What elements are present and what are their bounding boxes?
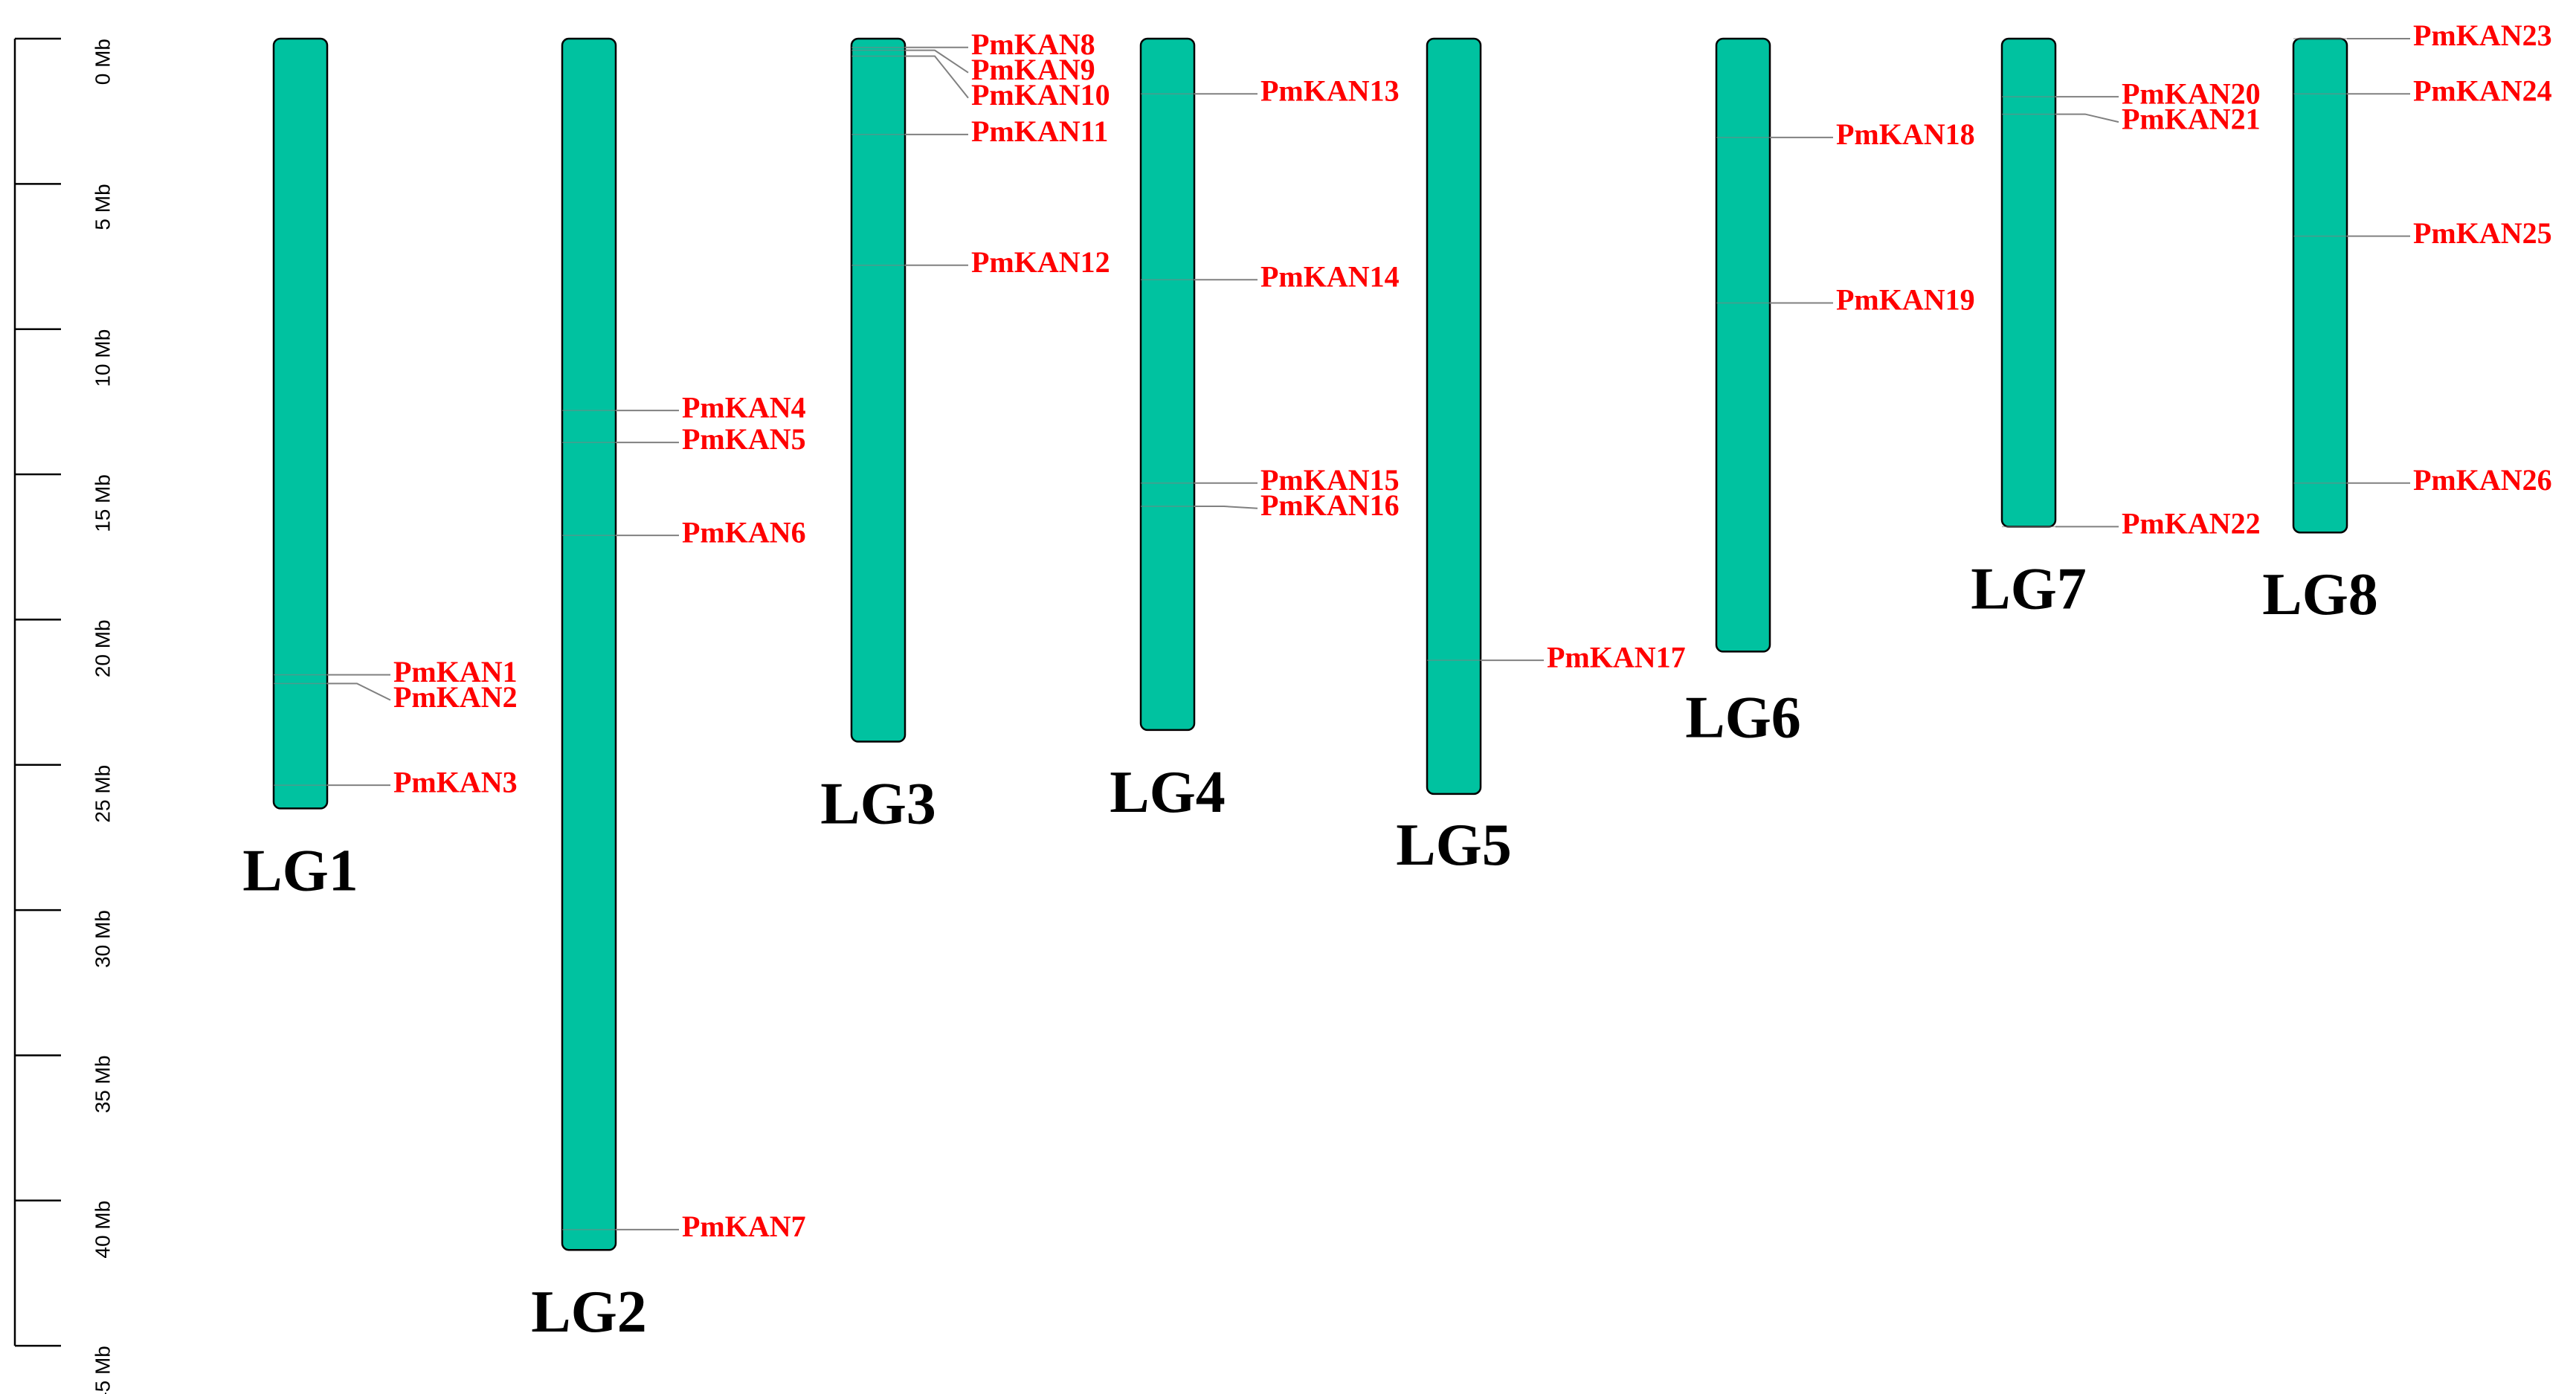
scale-tick-label: 20 Mb — [91, 619, 114, 677]
chromosome-bar — [272, 37, 329, 810]
scale-tick-label: 10 Mb — [91, 329, 114, 387]
gene-label: PmKAN11 — [971, 114, 1108, 148]
scale-bar: 0 Mb 5 Mb 10 Mb 15 Mb 20 Mb 25 Mb 30 Mb 35 Mb 40… — [13, 37, 114, 1394]
gene-leader-line — [327, 683, 391, 701]
gene-label: PmKAN23 — [2413, 19, 2552, 52]
gene-label: PmKAN25 — [2413, 216, 2552, 250]
scale-tick-label: 30 Mb — [91, 910, 114, 968]
chromosome-bar — [2292, 37, 2348, 534]
scale-tick-label: 25 Mb — [91, 765, 114, 823]
chromosome-bar — [1139, 37, 1196, 732]
gene-leader-line — [2055, 113, 2119, 123]
chromosome-lg5: PmKAN17 LG5 — [1396, 37, 1686, 878]
gene-leader-line — [1194, 506, 1258, 509]
chromosome-label: LG6 — [1685, 685, 1801, 750]
gene-label: PmKAN1 — [393, 655, 518, 688]
gene-label: PmKAN8 — [971, 28, 1095, 61]
gene-label: PmKAN21 — [2122, 102, 2261, 135]
chromosome-bar — [561, 37, 617, 1251]
gene-label: PmKAN12 — [971, 245, 1110, 279]
scale-tick-label: 40 Mb — [91, 1201, 114, 1259]
gene-label: PmKAN2 — [393, 680, 518, 714]
gene-label: PmKAN6 — [682, 515, 806, 549]
chromosome-label: LG5 — [1396, 813, 1512, 878]
gene-label: PmKAN10 — [971, 78, 1110, 112]
gene-label: PmKAN17 — [1547, 640, 1686, 674]
gene-label: PmKAN16 — [1260, 488, 1400, 522]
gene-label: PmKAN15 — [1260, 463, 1400, 497]
gene-label: PmKAN26 — [2413, 463, 2552, 497]
chromosome-bar — [1426, 37, 1482, 796]
scale-tick-label: 35 Mb — [91, 1055, 114, 1113]
gene-label: PmKAN4 — [682, 390, 806, 424]
gene-label: PmKAN9 — [971, 53, 1095, 86]
gene-label: PmKAN5 — [682, 422, 806, 456]
scale-tick-label: 0 Mb — [91, 39, 114, 85]
chromosome-label: LG7 — [1971, 556, 2087, 622]
scale-tick-label: 45 Mb — [91, 1346, 114, 1394]
scale-tick-label: 5 Mb — [91, 184, 114, 230]
gene-label: PmKAN20 — [2122, 77, 2261, 110]
chromosome-label: LG2 — [531, 1280, 647, 1345]
gene-leader-line — [905, 55, 969, 99]
gene-label: PmKAN3 — [393, 765, 518, 798]
chromosome-lg6: PmKAN18 PmKAN19 LG6 — [1685, 37, 1975, 750]
chromosome-bar — [850, 37, 907, 743]
gene-leader-line — [905, 49, 969, 74]
chromosome-lg8: PmKAN23 PmKAN24 PmKAN25 PmKAN26 LG8 — [2262, 19, 2551, 627]
gene-label: PmKAN7 — [682, 1210, 806, 1243]
chromosomes: PmKAN1PmKAN2PmKAN3LG1PmKAN4PmKAN5PmKAN6P… — [242, 19, 2551, 1345]
scale-tick-label: 15 Mb — [91, 474, 114, 532]
gene-label: PmKAN18 — [1836, 117, 1975, 151]
chromosome-label: LG3 — [820, 771, 936, 836]
gene-label: PmKAN19 — [1836, 283, 1975, 317]
gene-label: PmKAN24 — [2413, 74, 2552, 107]
gene-label: PmKAN14 — [1260, 259, 1400, 293]
gene-label: PmKAN22 — [2122, 507, 2261, 541]
chromosome-label: LG4 — [1110, 760, 1226, 825]
chromosome-label: LG1 — [242, 838, 358, 903]
chromosome-bar — [1715, 37, 1771, 653]
chromosome-label: LG8 — [2262, 562, 2378, 627]
chromosome-bar — [2000, 37, 2057, 528]
gene-label: PmKAN13 — [1260, 74, 1400, 107]
